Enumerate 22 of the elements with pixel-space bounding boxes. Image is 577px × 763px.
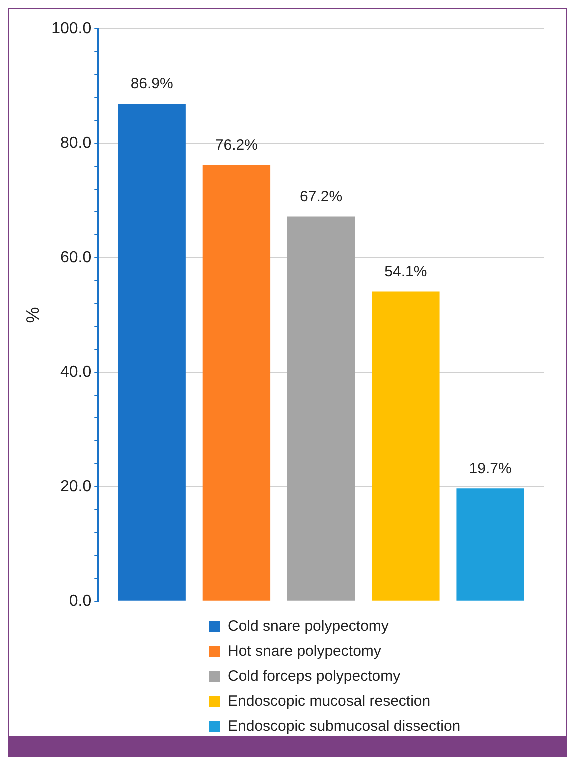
y-axis-title: % — [22, 307, 43, 324]
y-tick-label: 0.0 — [69, 592, 92, 610]
bar — [118, 104, 186, 601]
y-tick-label: 60.0 — [60, 249, 92, 266]
y-tick-label: 100.0 — [52, 20, 92, 38]
bar — [202, 165, 271, 601]
data-label: 54.1% — [384, 263, 428, 280]
legend-label: Endoscopic submucosal dissection — [228, 718, 461, 735]
y-tick-label: 80.0 — [60, 134, 92, 152]
data-label: 67.2% — [300, 188, 343, 206]
legend-label: Hot snare polypectomy — [228, 643, 382, 660]
bar — [372, 292, 440, 601]
data-label: 86.9% — [130, 76, 174, 93]
legend-label: Cold snare polypectomy — [228, 618, 389, 635]
y-tick-label: 20.0 — [60, 478, 92, 496]
data-label: 19.7% — [469, 460, 512, 478]
legend-label: Endoscopic mucosal resection — [228, 693, 431, 710]
bar — [456, 488, 524, 601]
data-label: 76.2% — [215, 136, 258, 154]
bar — [287, 216, 356, 601]
y-tick-label: 40.0 — [60, 364, 92, 381]
legend-label: Cold forceps polypectomy — [228, 668, 401, 685]
